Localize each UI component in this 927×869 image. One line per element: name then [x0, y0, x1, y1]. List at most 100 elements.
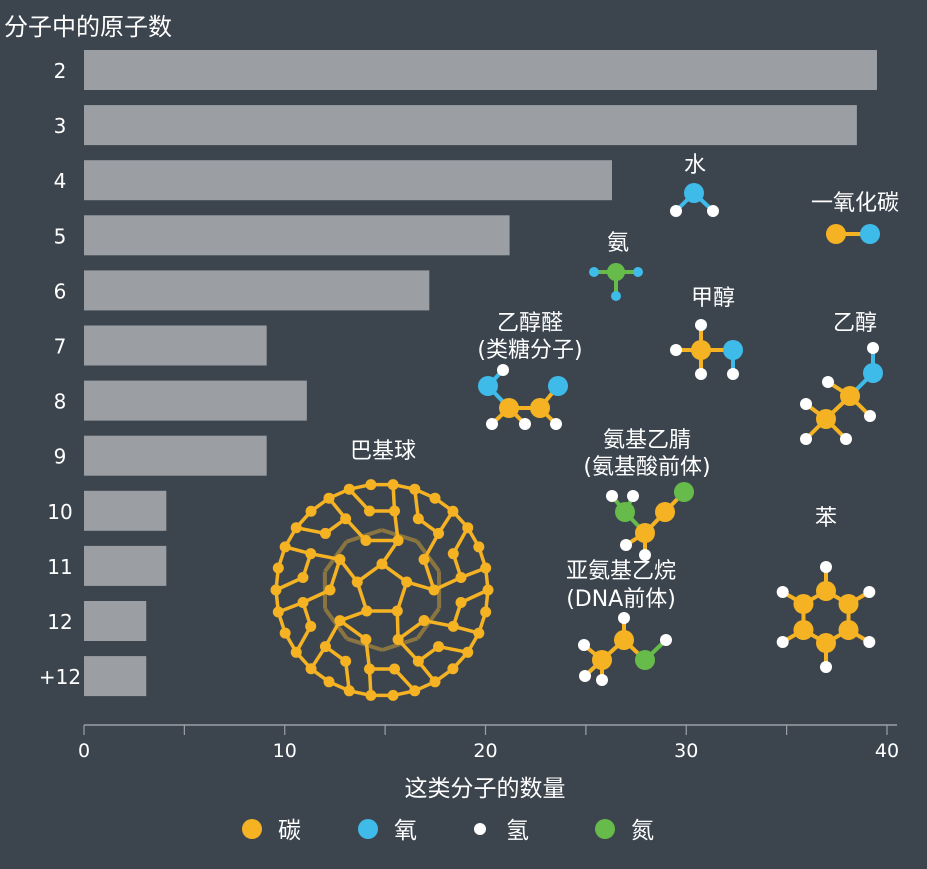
atom: [620, 539, 632, 551]
atom: [816, 581, 836, 601]
label-aminoacetonitrile-note: (氨基酸前体): [583, 455, 710, 480]
atom: [592, 650, 612, 670]
atom: [448, 548, 459, 559]
atom: [840, 386, 860, 406]
atom: [820, 561, 832, 573]
buckyball-molecule: [271, 479, 494, 701]
atom: [297, 572, 308, 583]
label-ethanol: 乙醇: [833, 311, 877, 336]
bar: [84, 50, 877, 90]
atom: [409, 685, 420, 696]
atom: [684, 183, 704, 203]
label-ethanimine: 亚氨基乙烷: [566, 559, 676, 584]
atom: [433, 528, 444, 539]
label-buckyball: 巴基球: [350, 439, 416, 464]
chart-title: 分子中的原子数: [4, 13, 172, 41]
atom: [618, 612, 630, 624]
atom: [864, 410, 876, 422]
atom: [305, 621, 316, 632]
atom: [548, 376, 568, 396]
atom: [447, 506, 458, 517]
bar: [84, 215, 510, 255]
ethanimine-molecule: [578, 612, 672, 686]
atom: [480, 562, 491, 573]
atom: [271, 585, 282, 596]
atom: [691, 340, 711, 360]
atom: [401, 576, 412, 587]
atom: [800, 433, 812, 445]
atom: [456, 572, 467, 583]
atom: [273, 562, 284, 573]
atom: [695, 368, 707, 380]
atom: [695, 319, 707, 331]
atom: [280, 541, 291, 552]
atom: [473, 541, 484, 552]
atom: [413, 513, 424, 524]
atom: [334, 554, 345, 565]
atom: [430, 493, 441, 504]
tick-label: 10: [273, 740, 297, 762]
atom: [497, 364, 509, 376]
atom: [707, 205, 719, 217]
atom: [389, 664, 400, 675]
atom: [389, 505, 400, 516]
atom: [462, 522, 473, 533]
atom: [462, 647, 473, 658]
atom: [816, 409, 836, 429]
atom: [352, 576, 363, 587]
atom: [305, 548, 316, 559]
atom: [777, 586, 789, 598]
bar: [84, 546, 166, 586]
atom: [340, 513, 351, 524]
atom: [344, 685, 355, 696]
atom: [816, 633, 836, 653]
atom: [863, 636, 875, 648]
atom: [793, 594, 813, 614]
atom: [579, 670, 591, 682]
atom: [860, 224, 880, 244]
category-label: +12: [39, 665, 81, 689]
category-label: 6: [54, 279, 67, 303]
atom: [820, 661, 832, 673]
atom: [388, 690, 399, 701]
legend-swatch: [358, 819, 378, 839]
atom: [360, 535, 371, 546]
atom: [826, 224, 846, 244]
atom: [456, 597, 467, 608]
atom: [863, 363, 883, 383]
atom: [607, 263, 625, 281]
atom: [433, 641, 444, 652]
atom: [320, 528, 331, 539]
x-axis-label: 这类分子的数量: [405, 776, 566, 802]
label-water: 水: [684, 153, 706, 178]
tick-label: 20: [473, 740, 497, 762]
atom: [291, 647, 302, 658]
category-label: 9: [54, 445, 67, 469]
atom: [273, 607, 284, 618]
atom: [324, 676, 335, 687]
legend-label: 氮: [631, 818, 654, 844]
atom: [596, 674, 608, 686]
atom: [499, 398, 519, 418]
atom: [393, 535, 404, 546]
atom: [364, 664, 375, 675]
atom: [863, 586, 875, 598]
atom: [334, 615, 345, 626]
legend-swatch: [474, 823, 486, 835]
aminoacetonitrile-molecule: [606, 482, 694, 561]
atom: [480, 607, 491, 618]
atom: [615, 502, 635, 522]
legend: 碳氧氢氮: [242, 818, 654, 844]
label-ammonia: 氨: [607, 231, 629, 256]
atom: [280, 628, 291, 639]
legend-label: 氧: [394, 818, 417, 844]
atom: [723, 340, 743, 360]
glycolaldehyde-molecule: [478, 364, 568, 430]
legend-swatch: [242, 819, 262, 839]
atom: [589, 267, 599, 277]
bar: [84, 270, 429, 310]
atom: [409, 484, 420, 495]
atom: [611, 291, 621, 301]
atom: [822, 376, 834, 388]
atom: [606, 490, 618, 502]
